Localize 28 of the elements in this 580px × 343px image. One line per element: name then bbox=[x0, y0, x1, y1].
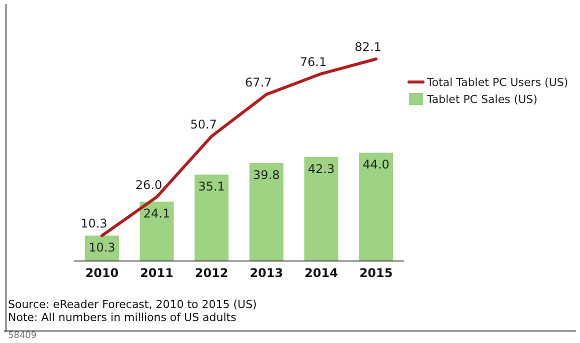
data-label: 44.0 bbox=[362, 158, 390, 172]
data-label: 24.1 bbox=[143, 206, 170, 221]
x-tick-label: 2010 bbox=[85, 266, 119, 280]
source-note: Source: eReader Forecast, 2010 to 2015 (US) bbox=[8, 298, 257, 311]
data-label: 76.1 bbox=[300, 54, 327, 69]
data-label: 42.3 bbox=[308, 162, 335, 176]
data-label: 10.3 bbox=[88, 240, 116, 255]
data-label: 39.8 bbox=[253, 168, 280, 182]
data-label: 26.0 bbox=[135, 178, 162, 192]
data-label: 82.1 bbox=[354, 40, 382, 54]
bar bbox=[304, 156, 338, 261]
x-tick-label: 2014 bbox=[304, 266, 338, 280]
data-label: 35.1 bbox=[198, 180, 225, 194]
legend-label: Tablet PC Sales (US) bbox=[426, 93, 538, 106]
data-label: 10.3 bbox=[80, 216, 108, 231]
x-tick-label: 2012 bbox=[194, 266, 228, 280]
data-label: 50.7 bbox=[190, 117, 217, 132]
bar bbox=[249, 163, 284, 261]
text: 58409 bbox=[8, 331, 37, 341]
x-tick-label: 2015 bbox=[359, 266, 393, 280]
legend-label: Total Tablet PC Users (US) bbox=[426, 76, 568, 89]
x-tick-label: 2011 bbox=[140, 266, 174, 280]
bar bbox=[359, 152, 394, 261]
text: Note: All numbers in millions of US adults bbox=[8, 311, 237, 324]
bar bbox=[140, 202, 174, 261]
bar bbox=[194, 174, 229, 261]
x-tick-label: 2013 bbox=[250, 266, 284, 280]
data-label: 67.7 bbox=[245, 75, 272, 90]
